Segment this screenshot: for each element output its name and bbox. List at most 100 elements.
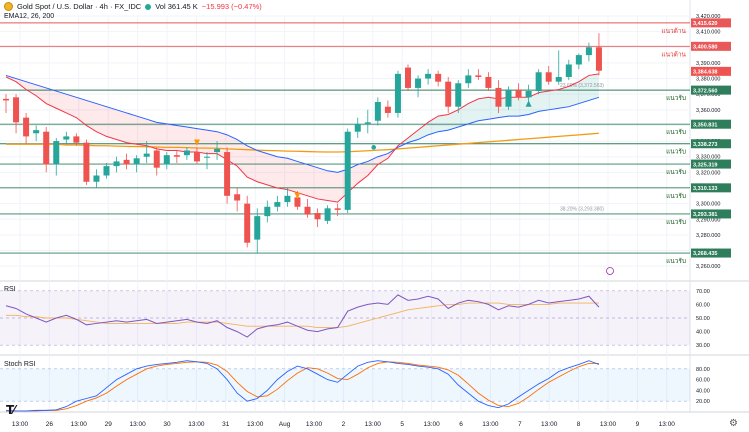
support-price-label: 3,325.319 (693, 162, 717, 168)
x-tick-label: 13:00 (600, 421, 617, 428)
ema-cloud-segment (287, 158, 298, 193)
ema-cloud-segment (558, 86, 569, 109)
ema-cloud-segment (478, 97, 489, 121)
support-price-label: 3,310.133 (693, 186, 717, 192)
candle-body (405, 67, 411, 88)
candle-body (565, 64, 572, 77)
candle-body (485, 76, 492, 88)
stoch-band (0, 368, 690, 402)
x-tick-label: 5 (400, 421, 404, 428)
candle-body (535, 72, 542, 92)
current-price-label: 3,384.638 (693, 70, 717, 76)
stoch-tick-label: 20.00 (696, 399, 710, 405)
y-tick-label: 3,300.000 (696, 202, 720, 208)
candle-body (294, 197, 301, 207)
event-icon (606, 267, 614, 275)
resistance-price-tag (691, 18, 731, 28)
candle-body (344, 131, 351, 210)
ema200-line (6, 132, 600, 153)
volume-value: Vol 361.45 K (155, 2, 198, 11)
ema-cloud-segment (76, 97, 87, 126)
stoch-k-line (6, 360, 600, 412)
candle-body (274, 202, 281, 207)
candle-body (153, 150, 160, 168)
support-label: แนวรับ (666, 257, 686, 265)
support-price-label: 3,293.381 (693, 212, 717, 218)
ema-cloud-segment (166, 123, 177, 151)
candles (3, 33, 602, 254)
ema-cloud-segment (428, 116, 439, 135)
x-tick-label: 13:00 (423, 421, 440, 428)
candle-body (515, 89, 522, 98)
candle-body (364, 122, 371, 124)
candle-body (384, 106, 391, 113)
rsi-pane-label[interactable]: RSI (4, 286, 16, 293)
ema-indicator-label[interactable]: EMA12, 26, 200 (4, 13, 55, 20)
x-tick-label: 6 (459, 421, 463, 428)
candle-body (163, 155, 170, 165)
x-tick-label: 13:00 (247, 421, 264, 428)
candle-body (204, 156, 210, 158)
x-tick-label: 30 (163, 421, 171, 428)
candle-body (254, 216, 261, 240)
candle-body (83, 142, 90, 182)
candle-body (354, 123, 361, 132)
candle-body (455, 83, 462, 107)
market-status-icon (145, 3, 152, 10)
x-tick-label: 13:00 (541, 421, 558, 428)
stoch-d-line (5, 361, 599, 412)
candle-body (244, 203, 251, 243)
ema-cloud-segment (357, 161, 368, 184)
symbol-title[interactable]: Gold Spot / U.S. Dollar · 4h · FX_IDC (17, 2, 142, 11)
stoch-rsi-pane-label[interactable]: Stoch RSI (4, 361, 36, 368)
x-tick-label: 13:00 (659, 421, 676, 428)
candle-body (43, 131, 50, 165)
support-label: แนวรับ (666, 128, 686, 136)
resistance-price-tag (691, 41, 731, 51)
x-tick-label: 13:00 (129, 421, 146, 428)
candle-body (314, 213, 321, 220)
support-label: แนวรับ (666, 218, 686, 226)
ema-cloud-segment (186, 127, 197, 153)
ema-cloud-segment (538, 91, 549, 112)
candle-body (525, 91, 532, 98)
rsi-line (5, 294, 600, 338)
triangle-down-marker (193, 139, 200, 146)
support-price-tag (691, 159, 731, 169)
triangle-up-marker (525, 100, 532, 107)
candle-body (334, 208, 341, 210)
support-price-label: 3,372.560 (693, 88, 717, 94)
ema-cloud-segment (568, 81, 579, 107)
x-tick-label: 9 (636, 421, 640, 428)
gear-icon[interactable]: ⚙ (729, 418, 738, 429)
rsi-tick-label: 70.00 (696, 289, 710, 295)
candle-body (595, 47, 602, 71)
ema-cloud-segment (146, 119, 157, 149)
ema-cloud-segment (196, 128, 207, 154)
y-tick-label: 3,320.000 (696, 170, 720, 176)
candle-body (234, 194, 241, 201)
candle-body (585, 47, 592, 56)
x-tick-label: 8 (577, 421, 581, 428)
support-price-tag (691, 209, 731, 219)
x-tick-label: 13:00 (12, 421, 29, 428)
ema-cloud-segment (588, 73, 599, 101)
x-tick-label: 13:00 (71, 421, 88, 428)
candle-body (133, 158, 140, 165)
candle-body (465, 75, 472, 84)
resistance-price-label: 3,415.620 (693, 21, 717, 27)
ema-cloud-segment (36, 84, 47, 104)
candle-body (394, 73, 401, 113)
y-tick-label: 3,380.000 (696, 77, 720, 83)
ema-cloud-segment (86, 100, 97, 132)
candle-body (555, 76, 562, 82)
y-tick-label: 3,260.000 (696, 264, 720, 270)
candle-body (575, 55, 582, 65)
ema-cloud-segment (528, 92, 539, 115)
y-tick-label: 3,390.000 (696, 61, 720, 67)
ema-cloud-segment (317, 167, 328, 201)
ema-cloud-segment (518, 97, 529, 117)
chart-header: Gold Spot / U.S. Dollar · 4h · FX_IDC Vo… (4, 2, 262, 11)
rsi-tick-label: 30.00 (696, 343, 710, 349)
